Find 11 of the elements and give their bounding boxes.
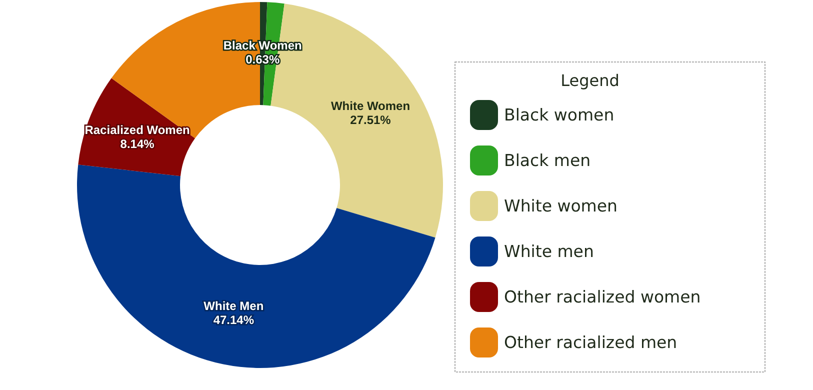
legend-label: White women bbox=[504, 196, 618, 216]
legend-label: White men bbox=[504, 242, 594, 262]
data-label: White Women 27.51% bbox=[330, 98, 410, 127]
donut-slice bbox=[77, 164, 436, 368]
data-label: Racialized Women 8.14% bbox=[84, 122, 190, 151]
data-label: White Men 47.14% bbox=[204, 299, 264, 328]
legend-label: Black men bbox=[504, 151, 591, 170]
legend-label: Other racialized men bbox=[504, 333, 678, 352]
legend-title: Legend bbox=[560, 71, 620, 90]
legend-label: Other racialized women bbox=[504, 288, 701, 307]
legend-label: Black women bbox=[504, 106, 614, 125]
